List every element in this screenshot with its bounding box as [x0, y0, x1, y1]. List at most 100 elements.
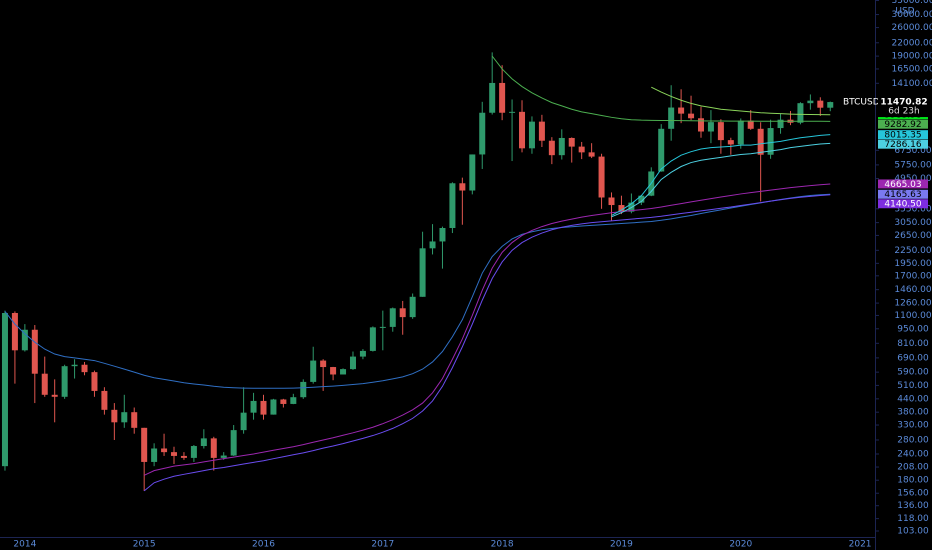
candle-body — [797, 103, 804, 123]
x-tick-label: 2014 — [13, 540, 36, 550]
price-label: 7286.16 — [884, 140, 921, 150]
last-price: 11470.82 — [880, 98, 927, 108]
y-tick-label: 1950.00 — [894, 259, 931, 269]
indicator-line — [651, 86, 831, 116]
x-tick-label: 2018 — [491, 540, 514, 550]
candle-body — [300, 381, 307, 398]
candle-body — [459, 183, 466, 191]
y-tick-label: 1700.00 — [894, 271, 931, 281]
candle-body — [180, 455, 187, 458]
candle-body — [41, 373, 48, 395]
price-label-bg — [878, 199, 928, 209]
y-tick-label: 5750.00 — [894, 160, 931, 170]
y-tick-label: 156.00 — [897, 489, 929, 499]
candle-body — [489, 82, 496, 113]
candle-body — [379, 326, 386, 328]
candle-body — [528, 121, 535, 149]
y-tick-label: 440.00 — [897, 394, 929, 404]
y-tick-label: 2250.00 — [894, 246, 931, 256]
countdown: 6d 23h — [888, 107, 919, 117]
candle-body — [409, 296, 416, 318]
candle-body — [727, 140, 734, 145]
candle-body — [200, 438, 207, 447]
y-tick-label: 118.00 — [897, 514, 929, 524]
price-label: 9282.92 — [884, 120, 921, 130]
price-label-bg — [878, 130, 928, 140]
candle-body — [429, 241, 436, 249]
candle-body — [11, 312, 18, 351]
candle-body — [737, 120, 744, 145]
candle-body — [290, 397, 297, 404]
candle-body — [827, 102, 834, 108]
candle-body — [757, 128, 764, 155]
x-tick-label: 2015 — [133, 540, 156, 550]
x-tick-label: 2017 — [371, 540, 394, 550]
candle-body — [240, 412, 247, 431]
indicator-line — [143, 183, 831, 476]
candle-body — [747, 120, 754, 129]
candle-body — [71, 364, 78, 367]
candle-body — [817, 100, 824, 108]
candle-body — [469, 154, 476, 191]
price-label-bg — [878, 139, 928, 149]
candle-body — [81, 364, 88, 373]
indicator-line — [611, 134, 831, 216]
candle-body — [1, 312, 8, 467]
candle-body — [807, 100, 814, 104]
candle-body — [389, 308, 396, 327]
candle-body — [499, 82, 506, 113]
y-tick-label: 14100.00 — [892, 79, 932, 89]
y-tick-label: 208.00 — [897, 463, 929, 473]
candle-body — [210, 438, 217, 458]
indicator-line — [611, 142, 831, 218]
candle-body — [688, 113, 695, 119]
candle-body — [330, 367, 337, 375]
candle-body — [479, 112, 486, 155]
candle-body — [51, 394, 58, 397]
currency-label: USD — [895, 7, 914, 17]
y-tick-label: 35000.00 — [892, 0, 932, 6]
indicator-line — [491, 55, 831, 122]
candle-body — [369, 327, 376, 351]
y-tick-label: 103.00 — [897, 527, 929, 537]
y-tick-label: 380.00 — [897, 408, 929, 418]
candle-body — [658, 128, 665, 172]
candle-body — [697, 118, 704, 132]
y-tick-label: 3050.00 — [894, 218, 931, 228]
y-tick-label: 590.00 — [897, 368, 929, 378]
candle-body — [171, 452, 178, 456]
x-tick-label: 2016 — [252, 540, 275, 550]
candle-body — [21, 329, 28, 351]
candle-body — [519, 111, 526, 149]
x-tick-label: 2021 — [849, 540, 872, 550]
candle-body — [101, 390, 108, 410]
candle-body — [349, 356, 356, 370]
y-tick-label: 4950.00 — [894, 174, 931, 184]
candle-body — [220, 455, 227, 458]
candle-body — [250, 400, 257, 413]
y-tick-label: 16500.00 — [892, 64, 932, 74]
y-tick-label: 136.00 — [897, 501, 929, 511]
x-tick-label: 2020 — [729, 540, 752, 550]
candle-body — [678, 107, 685, 114]
price-labels: 9983.989282.928015.357286.164665.034165.… — [843, 97, 930, 210]
symbol-label: BTCUSD — [843, 98, 880, 108]
candle-body — [399, 308, 406, 318]
candle-body — [509, 111, 516, 113]
candle-body — [588, 152, 595, 157]
candle-body — [767, 128, 774, 155]
y-tick-label: 810.00 — [897, 339, 929, 349]
price-label-bg — [878, 179, 928, 189]
y-tick-label: 180.00 — [897, 476, 929, 486]
y-tick-label: 240.00 — [897, 450, 929, 460]
candle-body — [638, 195, 645, 203]
indicator-line — [4, 193, 831, 389]
candle-body — [608, 197, 615, 206]
candle-body — [668, 107, 675, 129]
candle-body — [777, 119, 784, 129]
candle-body — [310, 360, 317, 382]
candle-body — [558, 137, 565, 156]
candle-body — [111, 409, 118, 423]
candle-body — [598, 156, 605, 198]
